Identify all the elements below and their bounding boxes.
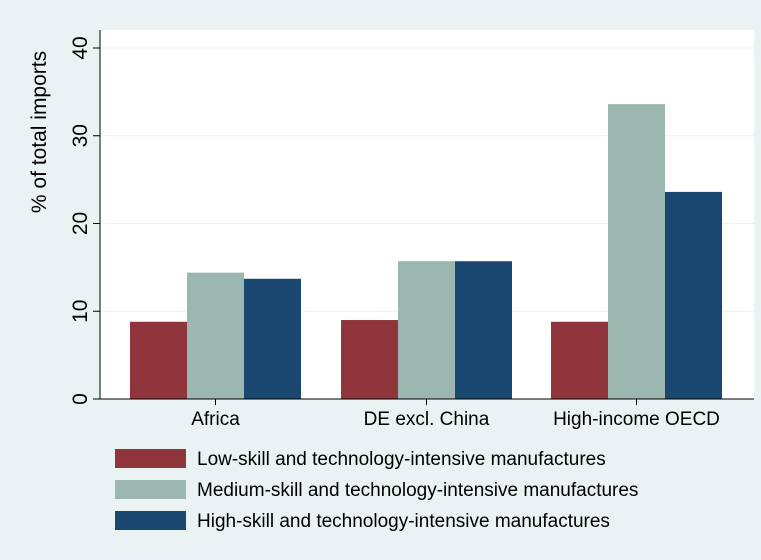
bar: [244, 278, 301, 399]
legend-label: Medium-skill and technology-intensive ma…: [197, 480, 638, 501]
x-tick-label: DE excl. China: [364, 409, 490, 430]
bar: [398, 261, 455, 399]
legend-swatch: [115, 511, 186, 530]
y-ticks: 0 10 20 30 40: [69, 36, 100, 405]
y-tick-label: 40: [69, 36, 92, 59]
legend: Low-skill and technology-intensive manuf…: [115, 449, 638, 532]
bar: [130, 321, 187, 399]
legend-swatch: [115, 480, 186, 499]
bar: [608, 104, 665, 399]
bars: [130, 104, 722, 399]
y-axis-label: % of total imports: [28, 51, 51, 213]
legend-swatch: [115, 449, 186, 468]
bar: [187, 272, 244, 399]
y-tick-label: 10: [69, 300, 92, 323]
legend-label: Low-skill and technology-intensive manuf…: [197, 449, 606, 470]
bar: [341, 320, 398, 399]
y-tick-label: 20: [69, 212, 92, 235]
bar: [455, 261, 512, 399]
x-tick-label: High-income OECD: [553, 409, 720, 430]
bar: [665, 191, 722, 399]
legend-label: High-skill and technology-intensive manu…: [197, 511, 610, 532]
x-ticks: Africa DE excl. China High-income OECD: [191, 399, 720, 430]
bar: [551, 321, 608, 399]
y-tick-label: 30: [69, 124, 92, 147]
y-tick-label: 0: [69, 393, 92, 405]
x-tick-label: Africa: [191, 409, 240, 430]
